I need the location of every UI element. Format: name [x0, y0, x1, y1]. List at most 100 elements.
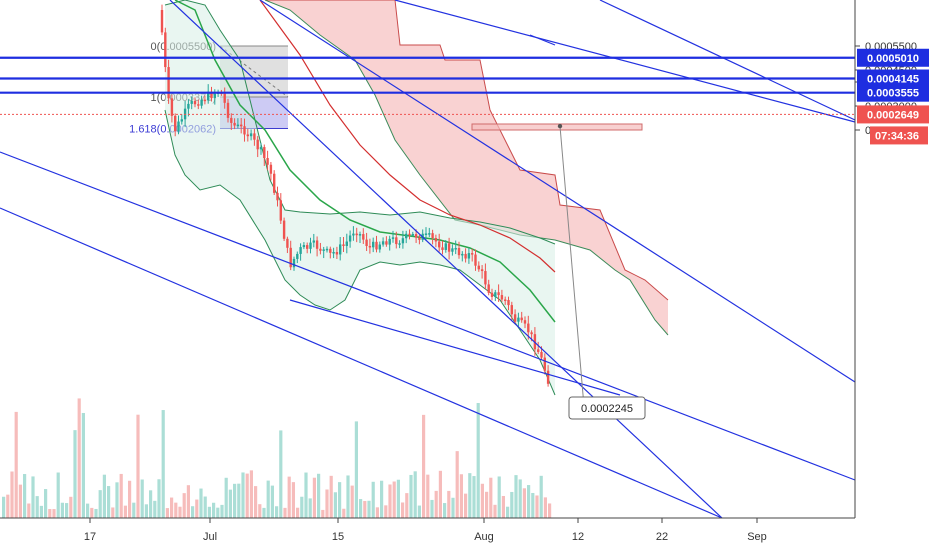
candle-body [431, 233, 434, 239]
volume-bar [266, 480, 270, 518]
volume-bar [27, 503, 31, 518]
volume-bar [539, 475, 543, 518]
volume-bar [296, 507, 300, 518]
candle-body [299, 247, 302, 254]
volume-bar [493, 504, 497, 518]
volume-bar [52, 509, 56, 518]
candle-body [236, 124, 240, 127]
candle-body [160, 10, 164, 33]
candle-body [203, 99, 207, 102]
volume-bar [287, 476, 291, 518]
volume-bar [443, 503, 447, 518]
candle-body [253, 133, 256, 140]
volume-bar [44, 489, 48, 518]
volume-bar [363, 500, 367, 518]
time-tick-label: 17 [84, 531, 96, 543]
volume-bar [518, 479, 522, 518]
volume-bar [279, 430, 283, 518]
volume-bar [367, 500, 371, 518]
volume-bar [128, 480, 132, 518]
candle-body [197, 104, 200, 106]
candle-body [200, 99, 203, 106]
volume-bar [186, 485, 190, 518]
volume-bar [312, 477, 316, 518]
candle-body [418, 237, 421, 240]
volume-bar [359, 499, 363, 518]
volume-bar [270, 485, 274, 518]
target-callout-connector [559, 126, 586, 419]
time-tick-label: Sep [747, 531, 767, 543]
price-line-tag [857, 83, 929, 102]
candle-body [233, 122, 236, 126]
candle-body [302, 245, 306, 248]
volume-bar [115, 482, 119, 518]
volume-bar [543, 497, 547, 518]
volume-bar [111, 507, 115, 518]
candle-body [428, 233, 431, 235]
time-tick-label: 12 [572, 531, 584, 543]
volume-bar [6, 494, 10, 518]
candle-body [180, 119, 183, 122]
candlestick-series [160, 4, 550, 387]
candle-body [457, 248, 461, 256]
volume-bar [325, 489, 329, 518]
volume-bar [405, 493, 409, 518]
candle-body [464, 253, 467, 259]
candle-body [520, 317, 523, 321]
candle-body [451, 248, 454, 252]
volume-bar [384, 505, 388, 518]
trendline [0, 151, 856, 481]
trendline [529, 34, 556, 46]
candle-body [398, 243, 401, 245]
volume-bar [10, 471, 14, 518]
candle-body [292, 258, 296, 268]
candle-body [342, 244, 345, 246]
volume-bar [464, 493, 468, 518]
trendline [394, 0, 856, 123]
candle-body [523, 320, 527, 324]
candle-body [306, 245, 309, 249]
volume-bar [140, 479, 144, 518]
candle-body [378, 244, 381, 250]
trendlines[interactable] [0, 0, 856, 519]
ichimoku-cloud-fill [265, 0, 668, 335]
target-zone[interactable]: 0.0002245 [471, 123, 646, 420]
volume-bar [203, 496, 207, 518]
time-axis[interactable]: 17 Jul 15 Aug 12 22 Sep [0, 517, 855, 543]
volume-bar [39, 505, 43, 518]
bollinger-basis [174, 0, 556, 323]
volume-bar [216, 507, 220, 518]
candle-body [414, 234, 418, 238]
volume-bar [535, 495, 539, 518]
price-line-tag [857, 69, 929, 88]
candle-body [500, 295, 504, 300]
candle-body [454, 248, 457, 250]
volume-bar [170, 497, 174, 518]
volume-bar [195, 499, 199, 518]
volume-bar [86, 503, 90, 518]
candle-body [467, 253, 471, 259]
volume-bar [308, 498, 312, 518]
candle-body [441, 247, 444, 250]
volume-bar [434, 490, 438, 518]
volume-bar [514, 475, 518, 518]
candle-body [263, 147, 266, 159]
time-tick-label: 22 [656, 531, 668, 543]
volume-bar [472, 476, 476, 518]
volume-bar [321, 509, 325, 518]
volume-bar [254, 486, 258, 518]
candle-body [339, 244, 342, 255]
horizontal-price-lines[interactable] [0, 56, 855, 115]
volume-bar [132, 502, 136, 518]
candle-body [296, 253, 299, 259]
volume-bar [23, 474, 27, 518]
volume-bar [14, 411, 18, 518]
trendline [0, 207, 723, 519]
volume-bar [207, 506, 211, 518]
volume-bar [501, 495, 505, 518]
countdown-tag [870, 126, 928, 145]
candle-body [322, 249, 325, 251]
candle-body [325, 248, 329, 251]
